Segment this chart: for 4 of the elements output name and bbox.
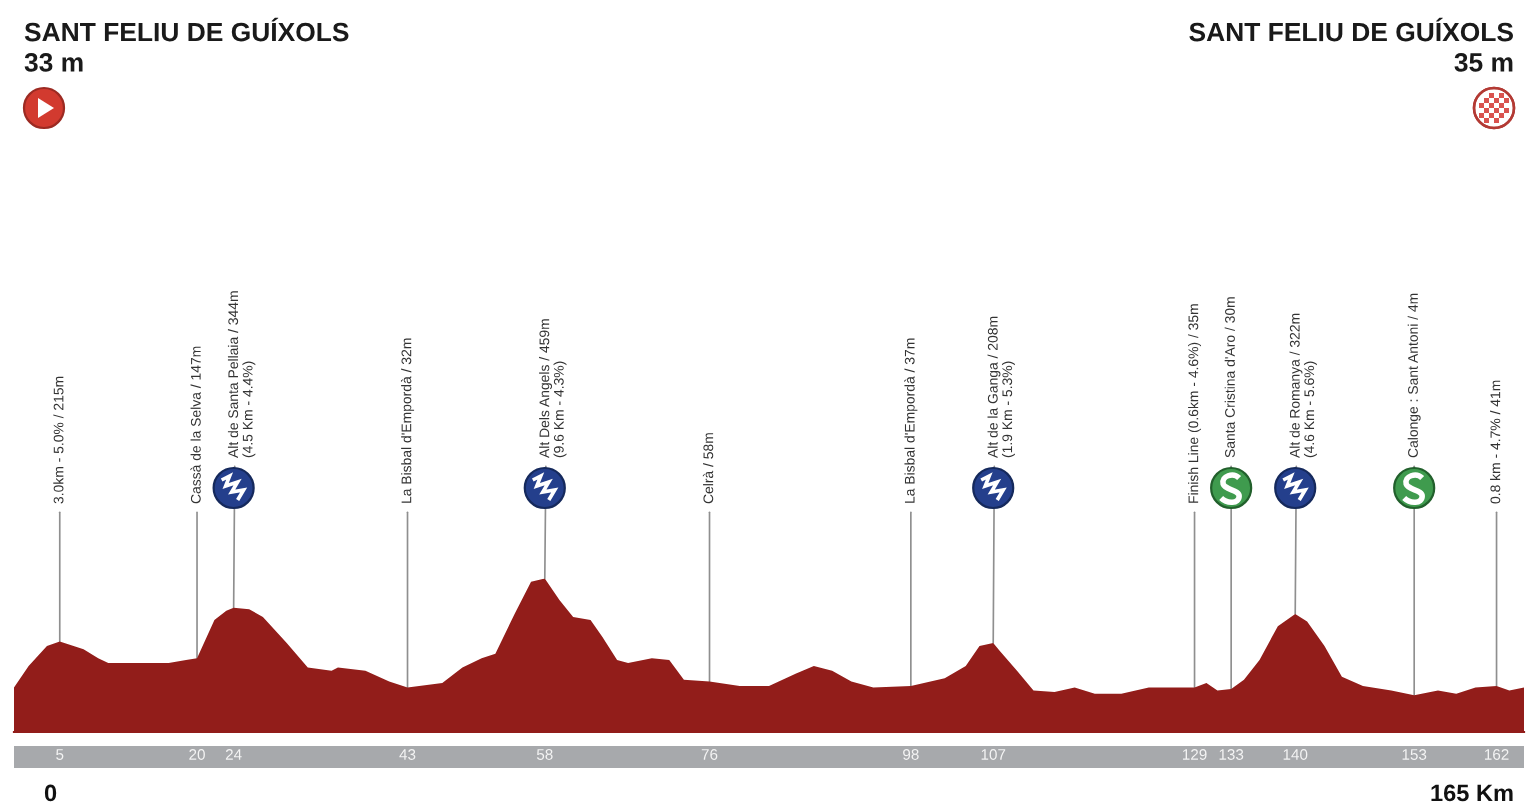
text: SANT FELIU DE GUÍXOLS 33 m: [24, 17, 349, 72]
text: 0: [44, 784, 57, 802]
text: SANT FELIU DE GUÍXOLS 35 m: [1189, 17, 1513, 72]
text: 165 Km: [1431, 784, 1513, 802]
